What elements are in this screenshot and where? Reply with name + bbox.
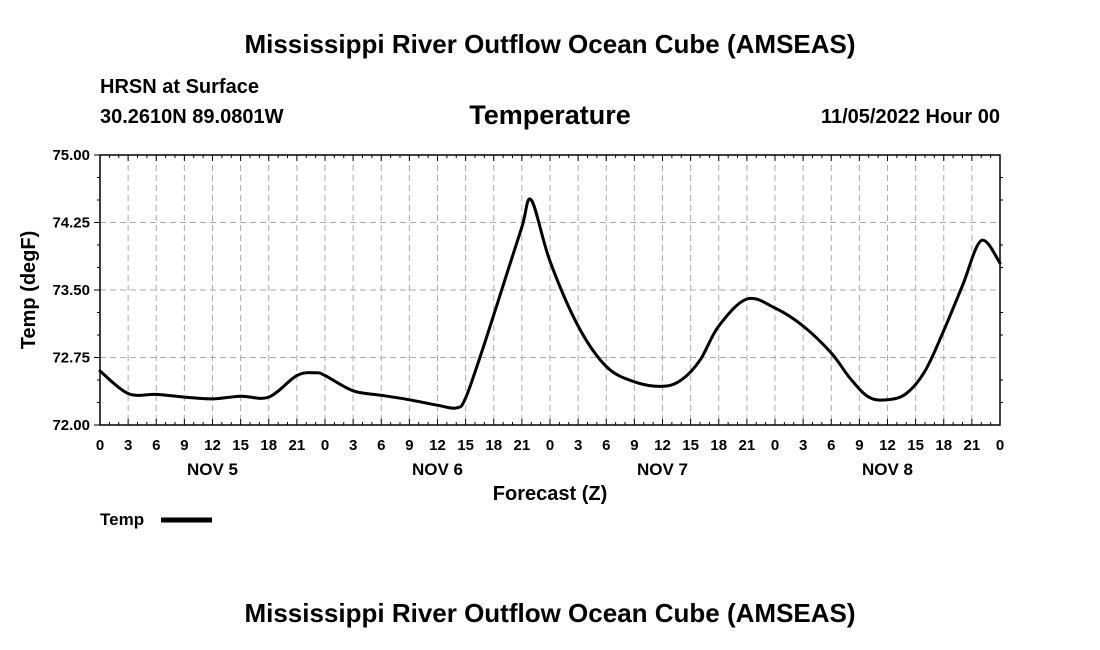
x-tick-label: 21 [964,437,981,454]
day-label: NOV 5 [187,460,238,479]
x-tick-label: 0 [546,437,554,454]
x-tick-label: 18 [485,437,502,454]
y-tick-label: 72.00 [52,417,90,434]
x-tick-label: 6 [152,437,160,454]
x-tick-label: 12 [654,437,671,454]
y-axis-label: Temp (degF) [18,231,40,350]
x-tick-label: 9 [180,437,188,454]
x-tick-label: 21 [739,437,756,454]
variable-title: Temperature [469,100,631,130]
coordinates-label: 30.2610N 89.0801W [100,106,284,128]
x-tick-label: 9 [630,437,638,454]
x-tick-label: 6 [602,437,610,454]
forecast-datetime: 11/05/2022 Hour 00 [820,106,1000,128]
x-tick-label: 3 [349,437,357,454]
x-tick-label: 18 [260,437,277,454]
legend-label: Temp [100,510,144,529]
day-label: NOV 6 [412,460,463,479]
footer-title: Mississippi River Outflow Ocean Cube (AM… [244,598,856,628]
grid-lines [100,155,1000,425]
x-tick-label: 15 [232,437,249,454]
x-tick-label: 9 [405,437,413,454]
x-axis-label: Forecast (Z) [493,483,607,505]
x-tick-label: 21 [289,437,306,454]
x-tick-label: 9 [855,437,863,454]
x-tick-label: 3 [124,437,132,454]
series-layer [98,197,1002,410]
x-tick-label: 15 [907,437,924,454]
day-label: NOV 7 [637,460,688,479]
x-tick-label: 3 [799,437,807,454]
x-tick-label: 12 [879,437,896,454]
location-label: HRSN at Surface [100,76,259,98]
x-tick-label: 0 [771,437,779,454]
x-tick-label: 0 [321,437,329,454]
x-tick-label: 3 [574,437,582,454]
x-tick-label: 12 [429,437,446,454]
y-tick-label: 75.00 [52,147,90,164]
x-tick-label: 0 [996,437,1004,454]
x-tick-label: 6 [377,437,385,454]
x-tick-label: 0 [96,437,104,454]
x-tick-label: 15 [457,437,474,454]
x-tick-label: 21 [514,437,531,454]
y-tick-label: 73.50 [52,282,90,299]
x-tick-label: 6 [827,437,835,454]
legend: Temp [100,510,212,529]
main-title: Mississippi River Outflow Ocean Cube (AM… [244,29,856,59]
x-tick-label: 12 [204,437,221,454]
axis-ticks: 0 3 6 9 12 15 18 21 0 3 6 9 12 15 18 21 0 3 6 9 12 15 18 21 0 3 6 9… [52,147,1004,479]
x-tick-label: 15 [682,437,699,454]
x-tick-label: 18 [935,437,952,454]
x-tick-label: 18 [710,437,727,454]
day-label: NOV 8 [862,460,913,479]
series-line-temp [98,197,1002,410]
y-tick-label: 74.25 [52,215,90,232]
y-tick-label: 72.75 [52,350,90,367]
